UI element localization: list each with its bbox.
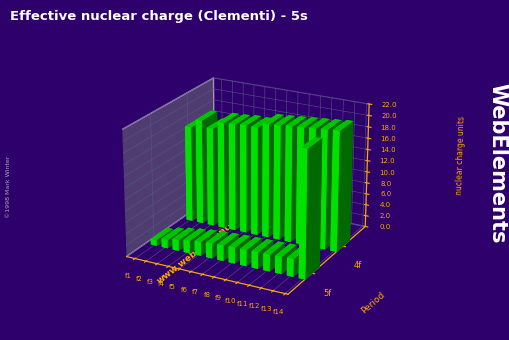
Y-axis label: Period: Period: [359, 290, 386, 316]
Text: Effective nuclear charge (Clementi) - 5s: Effective nuclear charge (Clementi) - 5s: [10, 10, 307, 23]
Text: WebElements: WebElements: [486, 83, 506, 243]
Text: ©1998 Mark Winter: ©1998 Mark Winter: [6, 156, 11, 218]
